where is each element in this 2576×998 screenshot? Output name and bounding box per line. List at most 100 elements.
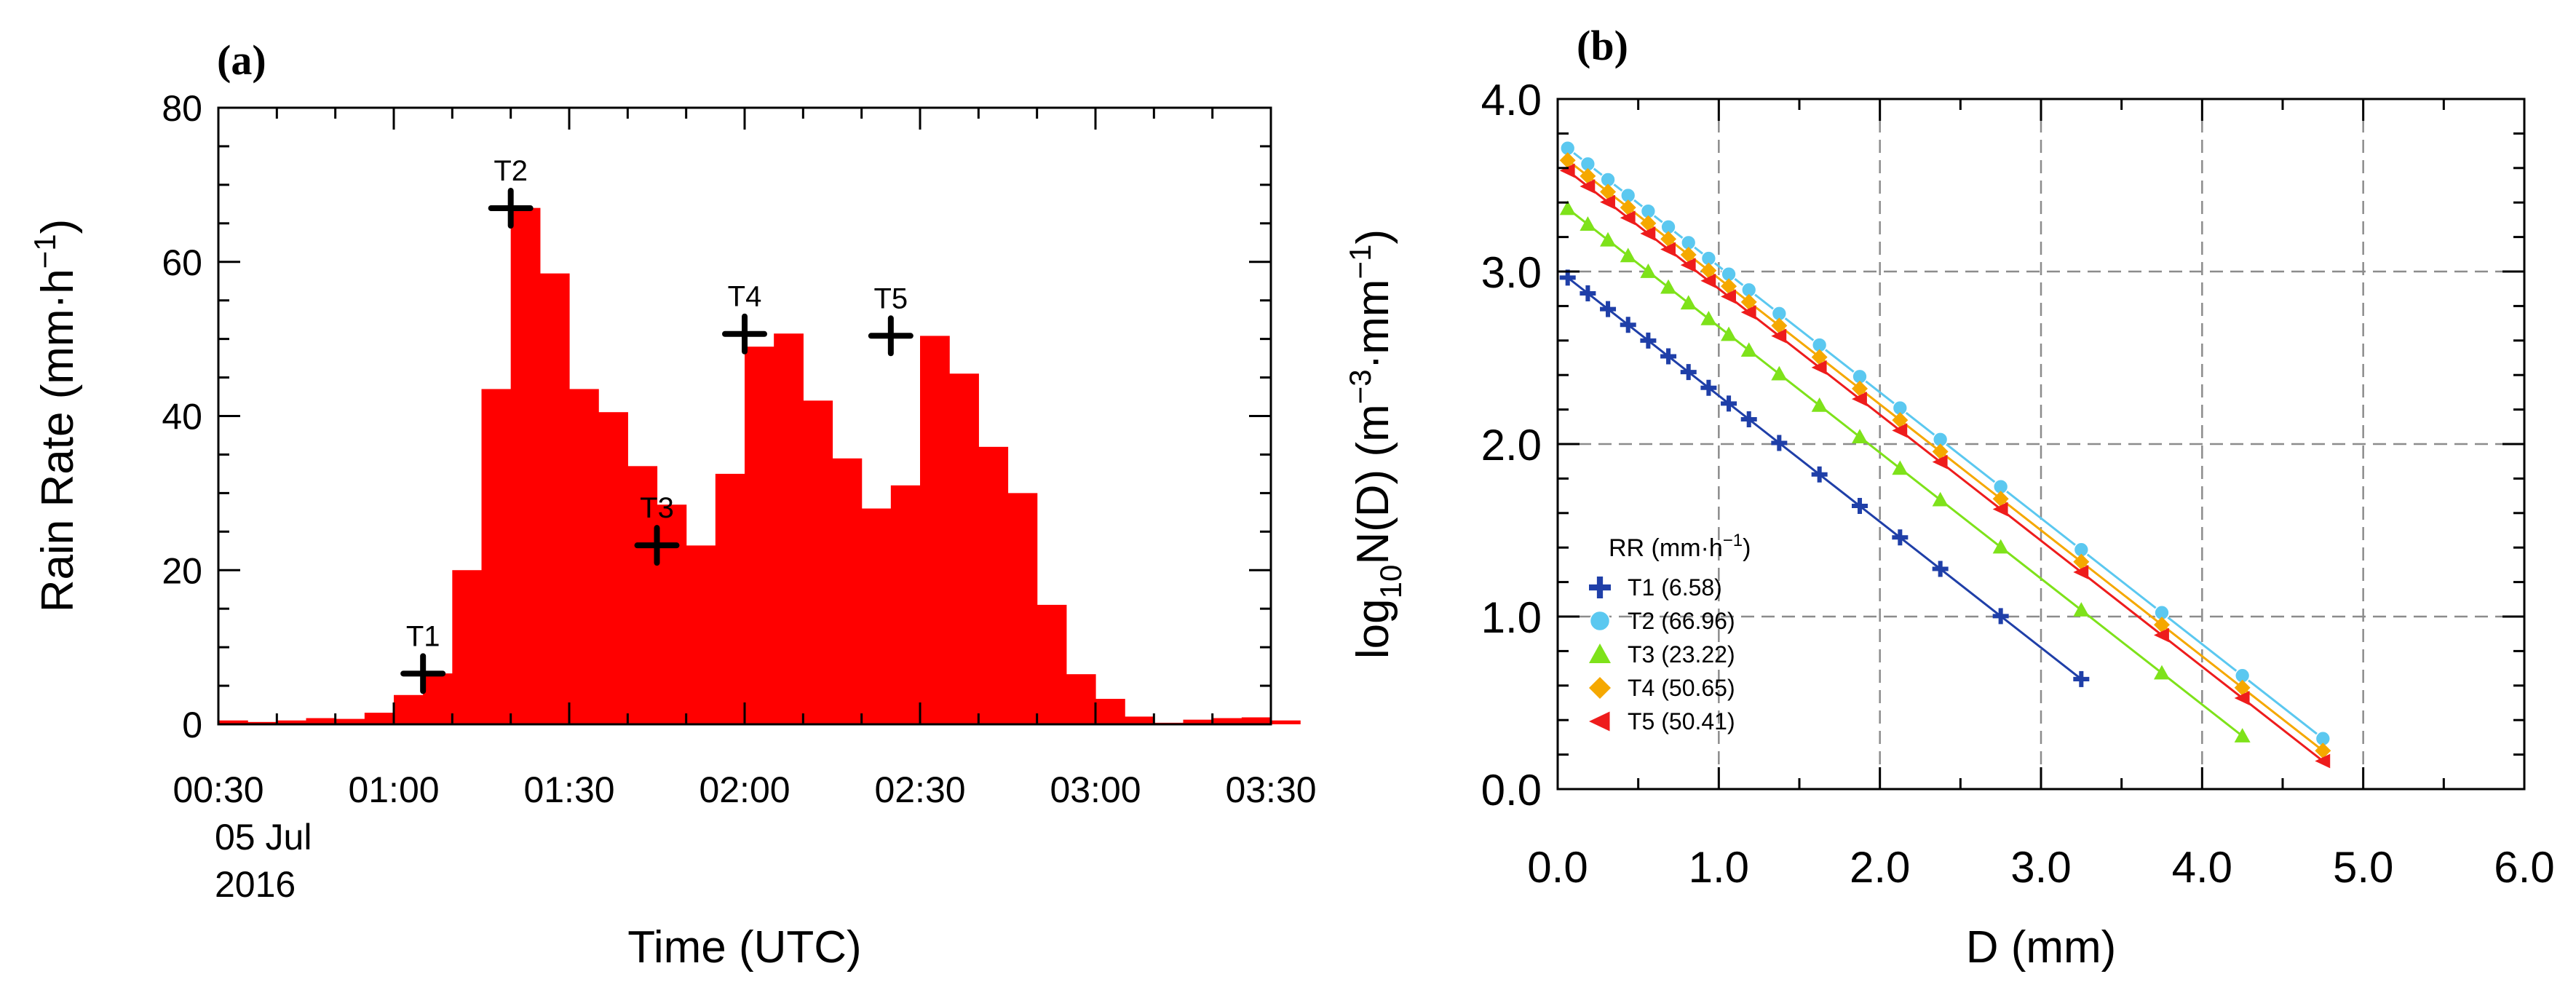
rain-bar xyxy=(539,273,570,725)
point-diamond xyxy=(1932,443,1949,460)
panel-a-y-axis: 0 20 40 60 80 xyxy=(162,88,1271,745)
marker-label: T3 xyxy=(640,492,674,524)
point-triangle xyxy=(1700,310,1717,325)
rain-bar xyxy=(335,718,365,724)
x-tick-label: 3.0 xyxy=(2010,843,2071,892)
point-triangle xyxy=(1640,264,1657,278)
x-tick-label: 4.0 xyxy=(2172,843,2232,892)
point-diamond xyxy=(1892,412,1909,429)
point-diamond xyxy=(1992,491,2009,507)
rain-bar xyxy=(277,720,307,724)
point-triangle xyxy=(1559,200,1576,215)
y-tick-label: 4.0 xyxy=(1481,76,1542,124)
point-diamond xyxy=(1600,183,1617,200)
x-tick-label: 03:30 xyxy=(1225,769,1316,810)
rain-bar xyxy=(247,721,277,724)
point-triangle xyxy=(1580,216,1596,231)
point-left-triangle xyxy=(2315,753,2331,769)
rain-bar xyxy=(1183,719,1213,724)
x-tick-label: 5.0 xyxy=(2333,843,2393,892)
panel-a-label: (a) xyxy=(217,36,266,84)
point-triangle xyxy=(1811,397,1828,412)
series-t5 xyxy=(1559,163,2331,769)
point-diamond xyxy=(1700,262,1717,279)
point-diamond xyxy=(1852,380,1868,397)
rain-bar xyxy=(1212,718,1243,724)
x-tick-label: 01:00 xyxy=(348,769,439,810)
point-plus xyxy=(1721,395,1737,412)
point-left-triangle xyxy=(1680,258,1696,273)
point-left-triangle xyxy=(1852,392,1867,406)
point-plus xyxy=(2073,670,2090,687)
point-triangle xyxy=(1600,231,1617,247)
point-left-triangle xyxy=(1992,502,2008,517)
y-tick-label: 20 xyxy=(162,550,202,591)
point-left-triangle xyxy=(1932,454,1948,470)
legend: RR (mm·h−1) T1 (6.58) T2 (66.96) T3 (23.22… xyxy=(1589,531,1751,734)
panel-b-label: (b) xyxy=(1577,22,1628,69)
panel-b-x-label: D (mm) xyxy=(1966,922,2117,973)
panel-b-dsd-chart: (b) 0.0 1.0 2.0 3.0 4.0 0.0 1.0 2.0 3.0 4.0 5.0 6.… xyxy=(1343,22,2555,973)
rain-bar xyxy=(1125,716,1154,724)
point-plus xyxy=(1620,317,1636,333)
legend-item-t2: T2 (66.96) xyxy=(1589,608,1735,634)
x-tick-label: 0.0 xyxy=(1527,843,1588,892)
x-date-line-2: 2016 xyxy=(215,864,296,905)
point-left-triangle xyxy=(1640,226,1656,241)
point-diamond xyxy=(2234,679,2251,696)
point-plus xyxy=(1680,364,1697,381)
point-diamond xyxy=(1740,293,1757,310)
rain-bar xyxy=(745,346,774,724)
legend-item-t1: T1 (6.58) xyxy=(1589,574,1722,601)
point-triangle xyxy=(1740,342,1757,357)
point-diamond xyxy=(2154,617,2170,633)
x-tick-label: 01:30 xyxy=(523,769,614,810)
rain-bar xyxy=(510,207,541,724)
panel-b-grid xyxy=(1558,99,2524,789)
rain-bar xyxy=(1095,699,1125,724)
rain-bar xyxy=(1037,604,1067,724)
rain-bar xyxy=(627,466,658,724)
x-tick-label: 6.0 xyxy=(2494,843,2554,892)
legend-label: T3 (23.22) xyxy=(1628,641,1735,668)
panel-a-rain-rate-chart: (a) T1 T2 T3 T4 T5 0 20 40 60 80 00:30 01:00 01:30… xyxy=(28,36,1317,973)
point-triangle xyxy=(2154,665,2170,680)
legend-item-t4: T4 (50.65) xyxy=(1589,675,1735,701)
marker-label: T4 xyxy=(728,281,762,313)
point-diamond xyxy=(1640,215,1657,231)
legend-label: T1 (6.58) xyxy=(1628,574,1722,601)
rain-bar xyxy=(1241,717,1272,724)
rain-bar xyxy=(949,373,979,724)
rain-bar xyxy=(803,400,833,724)
rain-bar xyxy=(452,570,483,724)
point-plus xyxy=(1740,411,1757,427)
y-tick-label: 80 xyxy=(162,88,202,129)
point-triangle xyxy=(2073,602,2090,617)
point-plus xyxy=(1640,332,1657,349)
point-left-triangle xyxy=(2154,627,2169,643)
y-tick-label: 3.0 xyxy=(1481,248,1542,297)
rain-bar xyxy=(890,485,921,724)
point-diamond xyxy=(2073,553,2090,570)
point-diamond xyxy=(1580,167,1596,184)
series-t2 xyxy=(1560,140,2331,747)
point-triangle xyxy=(1992,539,2009,554)
panel-a-x-axis: 00:30 01:00 01:30 02:00 02:30 03:00 03:30 xyxy=(173,108,1317,810)
point-circle xyxy=(1589,610,1611,632)
rain-bar xyxy=(920,336,950,724)
rain-bar xyxy=(774,333,804,724)
rain-bar xyxy=(364,713,395,724)
point-plus xyxy=(1700,379,1717,396)
marker-label: T2 xyxy=(494,155,528,187)
x-tick-label: 2.0 xyxy=(1850,843,1910,892)
point-left-triangle xyxy=(1580,179,1596,194)
legend-item-t3: T3 (23.22) xyxy=(1589,641,1735,668)
rain-bar xyxy=(1007,493,1038,724)
series-t4 xyxy=(1559,152,2331,759)
rain-bar xyxy=(306,718,336,724)
point-triangle xyxy=(1721,326,1737,341)
point-triangle xyxy=(1589,643,1611,663)
legend-title: RR (mm·h−1) xyxy=(1609,531,1751,562)
point-plus xyxy=(1992,608,2009,625)
x-tick-label: 00:30 xyxy=(173,769,263,810)
